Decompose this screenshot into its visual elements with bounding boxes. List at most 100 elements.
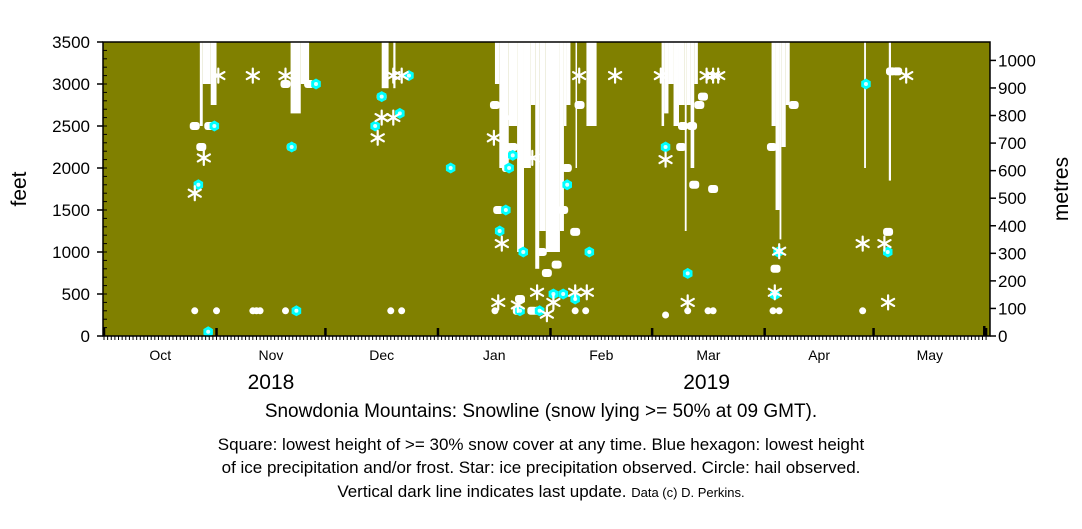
ice-precip-star xyxy=(491,294,506,311)
hail-circle xyxy=(256,307,264,315)
ice-precip-star xyxy=(767,284,782,301)
snow-cover-square xyxy=(541,269,552,277)
ice-hexagon-center xyxy=(497,229,502,233)
axes: 0 500 1000 1500 2000 2500 3000 3500 0 100 200 300 40… xyxy=(52,33,1036,394)
x-year-label: 2019 xyxy=(683,371,730,394)
y-tick-label-feet: 3000 xyxy=(52,75,90,94)
ice-precip-star xyxy=(187,185,202,202)
ice-precip-star xyxy=(510,296,525,313)
snowline-bar xyxy=(494,42,500,84)
ice-precip-star xyxy=(877,235,892,252)
ice-precip-star xyxy=(568,284,583,301)
snowline-bar xyxy=(673,42,679,126)
ice-hexagon-center xyxy=(561,292,566,296)
snowline-bar xyxy=(864,42,866,168)
snowline-bar xyxy=(563,42,567,126)
y-tick-label-metres: 900 xyxy=(998,79,1026,98)
last-update-note: Vertical dark line indicates last update… xyxy=(337,482,627,501)
y-tick-label-feet: 500 xyxy=(62,285,90,304)
ice-hexagon-center xyxy=(885,250,890,254)
x-month-label: Nov xyxy=(259,347,284,363)
snowline-bar xyxy=(586,42,597,126)
y-tick-label-feet: 2500 xyxy=(52,117,90,136)
y-axis-label-metres: metres xyxy=(1050,157,1073,221)
y-tick-label-metres: 200 xyxy=(998,272,1026,291)
ice-hexagon-center xyxy=(313,82,318,86)
x-month-label: Mar xyxy=(696,347,720,363)
ice-precip-star xyxy=(525,149,540,166)
ice-hexagon-center xyxy=(503,208,508,212)
ice-precip-star xyxy=(579,284,594,301)
ice-hexagon-center xyxy=(507,166,512,170)
snow-cover-square xyxy=(551,260,562,269)
hail-circle xyxy=(398,307,406,315)
snow-cover-square xyxy=(558,206,569,214)
snow-cover-square xyxy=(493,206,504,214)
snowline-bar xyxy=(785,42,790,105)
ice-precip-star xyxy=(572,67,587,84)
y-tick-label-feet: 2000 xyxy=(52,159,90,178)
snowline-bar xyxy=(661,42,665,126)
data-credit: Data (c) D. Perkins. xyxy=(631,485,745,500)
snow-cover-square xyxy=(189,122,200,130)
snow-cover-square xyxy=(788,101,799,109)
ice-hexagon-center xyxy=(379,94,384,99)
ice-precip-star xyxy=(386,109,401,126)
snow-cover-square xyxy=(280,80,291,88)
snow-cover-square xyxy=(697,92,708,101)
snowline-bar xyxy=(530,42,536,105)
x-month-label: Apr xyxy=(808,347,830,363)
snow-cover-square xyxy=(883,227,894,236)
snowline-bar xyxy=(545,42,560,252)
hail-circle xyxy=(282,307,289,315)
y-tick-label-metres: 300 xyxy=(998,244,1026,263)
snowline-chart: 0 500 1000 1500 2000 2500 3000 3500 0 100 200 300 40… xyxy=(8,33,1073,394)
ice-hexagon-center xyxy=(406,73,411,78)
y-tick-label-feet: 1000 xyxy=(52,243,90,262)
y-tick-label-metres: 800 xyxy=(998,107,1026,126)
snowline-bar xyxy=(499,42,509,168)
hail-circle xyxy=(191,307,199,315)
ice-hexagon-center xyxy=(373,124,378,128)
ice-hexagon-center xyxy=(196,182,201,187)
snow-cover-square xyxy=(708,185,719,193)
chart-title: Snowdonia Mountains: Snowline (snow lyin… xyxy=(264,401,818,422)
ice-hexagon-center xyxy=(863,82,868,86)
ice-precip-star xyxy=(607,67,623,84)
snowline-bar xyxy=(888,42,891,181)
snowline-bar xyxy=(678,42,685,105)
hail-circle xyxy=(775,307,783,315)
snow-cover-square xyxy=(507,143,518,151)
snow-cover-square xyxy=(676,143,687,151)
hail-circle xyxy=(491,307,499,315)
snowline-bar xyxy=(566,42,571,105)
y-tick-label-metres: 700 xyxy=(998,134,1026,153)
hail-circle xyxy=(662,311,670,319)
snowline-bar xyxy=(771,42,776,126)
x-month-label: Oct xyxy=(149,347,171,363)
snow-cover-square xyxy=(770,264,781,273)
ice-precip-star xyxy=(245,67,260,84)
y-tick-label-feet: 1500 xyxy=(52,201,90,220)
snowline-bar xyxy=(539,42,546,231)
snow-cover-square xyxy=(489,101,500,109)
ice-hexagon-center xyxy=(294,308,299,313)
ice-precip-star xyxy=(772,243,787,260)
y-tick-label-metres: 100 xyxy=(998,299,1026,318)
snowline-bar xyxy=(381,42,389,89)
ice-hexagon-center xyxy=(206,329,211,334)
snowline-bar xyxy=(202,42,211,84)
ice-precip-star xyxy=(374,109,389,126)
ice-precip-star xyxy=(499,109,515,126)
ice-precip-star xyxy=(711,67,726,84)
snow-cover-square xyxy=(766,143,777,151)
ice-precip-star xyxy=(494,235,509,252)
ice-hexagon-center xyxy=(448,166,453,170)
snow-cover-square xyxy=(561,164,572,172)
snowline-bar xyxy=(300,42,310,84)
ice-hexagon-center xyxy=(212,124,217,128)
snowline-bar xyxy=(668,42,674,84)
snowline-bar xyxy=(775,42,780,210)
caption-line-3: Vertical dark line indicates last update… xyxy=(0,482,1082,502)
hail-circle xyxy=(859,307,867,315)
